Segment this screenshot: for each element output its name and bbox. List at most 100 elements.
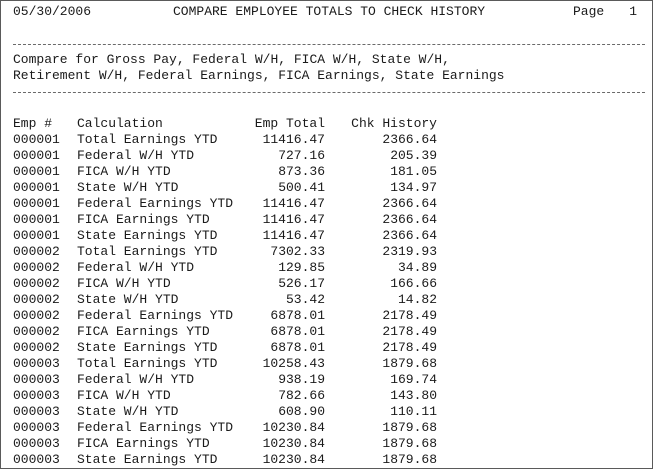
table-row: 000003 FICA Earnings YTD 10230.84 1879.68	[1, 436, 652, 452]
cell-calculation: Federal W/H YTD	[77, 372, 195, 387]
cell-chk-history: 2366.64	[382, 132, 437, 147]
cell-emp-total: 53.42	[285, 292, 325, 307]
cell-chk-history: 2178.49	[382, 308, 437, 323]
table-row: 000002 FICA W/H YTD 526.17 166.66	[1, 276, 652, 292]
cell-emp-total: 526.17	[278, 276, 325, 291]
cell-emp-number: 000002	[13, 292, 60, 307]
separator-top	[13, 44, 645, 45]
cell-calculation: Total Earnings YTD	[77, 132, 218, 147]
cell-calculation: FICA Earnings YTD	[77, 436, 210, 451]
report-header-line: 05/30/2006 COMPARE EMPLOYEE TOTALS TO CH…	[13, 4, 645, 20]
cell-emp-number: 000001	[13, 196, 60, 211]
cell-calculation: Total Earnings YTD	[77, 244, 218, 259]
cell-chk-history: 2366.64	[382, 212, 437, 227]
table-row: 000002 Federal W/H YTD 129.85 34.89	[1, 260, 652, 276]
cell-emp-total: 10230.84	[262, 420, 325, 435]
cell-emp-total: 608.90	[278, 404, 325, 419]
cell-emp-total: 10230.84	[262, 436, 325, 451]
cell-chk-history: 1879.68	[382, 356, 437, 371]
column-header-chk-history: Chk History	[351, 116, 437, 131]
cell-calculation: State W/H YTD	[77, 292, 179, 307]
cell-chk-history: 205.39	[390, 148, 437, 163]
cell-chk-history: 134.97	[390, 180, 437, 195]
cell-chk-history: 143.80	[390, 388, 437, 403]
cell-calculation: Federal W/H YTD	[77, 148, 195, 163]
cell-calculation: State Earnings YTD	[77, 340, 218, 355]
cell-calculation: State Earnings YTD	[77, 452, 218, 467]
cell-emp-total: 500.41	[278, 180, 325, 195]
column-header-emp: Emp #	[13, 116, 53, 131]
cell-chk-history: 1879.68	[382, 436, 437, 451]
table-row: 000001 FICA W/H YTD 873.36 181.05	[1, 164, 652, 180]
page-label: Page	[573, 4, 605, 19]
cell-calculation: Federal Earnings YTD	[77, 196, 234, 211]
cell-emp-total: 11416.47	[262, 228, 325, 243]
cell-emp-number: 000001	[13, 212, 60, 227]
cell-emp-total: 727.16	[278, 148, 325, 163]
cell-emp-number: 000002	[13, 340, 60, 355]
cell-emp-total: 6878.01	[270, 308, 325, 323]
cell-emp-number: 000003	[13, 452, 60, 467]
cell-emp-number: 000001	[13, 180, 60, 195]
report-description-line-1: Compare for Gross Pay, Federal W/H, FICA…	[13, 52, 450, 67]
cell-emp-total: 10258.43	[262, 356, 325, 371]
cell-calculation: FICA W/H YTD	[77, 388, 171, 403]
cell-emp-number: 000002	[13, 260, 60, 275]
cell-chk-history: 34.89	[397, 260, 437, 275]
table-row: 000003 FICA W/H YTD 782.66 143.80	[1, 388, 652, 404]
cell-emp-total: 7302.33	[270, 244, 325, 259]
cell-chk-history: 2366.64	[382, 228, 437, 243]
cell-emp-number: 000003	[13, 420, 60, 435]
table-row: 000002 Federal Earnings YTD 6878.01 2178.49	[1, 308, 652, 324]
cell-chk-history: 1879.68	[382, 452, 437, 467]
cell-emp-number: 000002	[13, 276, 60, 291]
cell-calculation: FICA W/H YTD	[77, 276, 171, 291]
cell-chk-history: 110.11	[390, 404, 437, 419]
table-row: 000002 State W/H YTD 53.42 14.82	[1, 292, 652, 308]
cell-emp-total: 782.66	[278, 388, 325, 403]
table-row: 000001 State W/H YTD 500.41 134.97	[1, 180, 652, 196]
cell-emp-total: 11416.47	[262, 212, 325, 227]
column-header-emp-total: Emp Total	[254, 116, 325, 131]
cell-emp-number: 000003	[13, 372, 60, 387]
cell-calculation: Federal Earnings YTD	[77, 420, 234, 435]
table-row: 000002 State Earnings YTD 6878.01 2178.49	[1, 340, 652, 356]
cell-emp-number: 000001	[13, 132, 60, 147]
cell-emp-total: 10230.84	[262, 452, 325, 467]
comparison-table-body: 000001 Total Earnings YTD 11416.47 2366.64 0…	[1, 132, 652, 468]
cell-emp-number: 000003	[13, 404, 60, 419]
cell-calculation: State W/H YTD	[77, 404, 179, 419]
report-description-line-2: Retirement W/H, Federal Earnings, FICA E…	[13, 68, 505, 83]
cell-chk-history: 14.82	[397, 292, 437, 307]
separator-bottom	[13, 92, 645, 93]
cell-chk-history: 2178.49	[382, 324, 437, 339]
cell-calculation: Federal W/H YTD	[77, 260, 195, 275]
table-row: 000003 Federal Earnings YTD 10230.84 1879.6…	[1, 420, 652, 436]
cell-emp-number: 000002	[13, 244, 60, 259]
cell-chk-history: 169.74	[390, 372, 437, 387]
cell-calculation: Federal Earnings YTD	[77, 308, 234, 323]
cell-emp-total: 873.36	[278, 164, 325, 179]
cell-emp-total: 6878.01	[270, 340, 325, 355]
table-row: 000001 Total Earnings YTD 11416.47 2366.64	[1, 132, 652, 148]
cell-emp-number: 000001	[13, 228, 60, 243]
cell-calculation: FICA Earnings YTD	[77, 324, 210, 339]
report-title: COMPARE EMPLOYEE TOTALS TO CHECK HISTORY	[173, 4, 486, 19]
cell-chk-history: 2178.49	[382, 340, 437, 355]
cell-chk-history: 1879.68	[382, 420, 437, 435]
table-row: 000001 Federal W/H YTD 727.16 205.39	[1, 148, 652, 164]
table-row: 000001 FICA Earnings YTD 11416.47 2366.64	[1, 212, 652, 228]
page-number: 1	[629, 4, 637, 19]
cell-emp-total: 129.85	[278, 260, 325, 275]
table-row: 000003 State W/H YTD 608.90 110.11	[1, 404, 652, 420]
table-row: 000002 Total Earnings YTD 7302.33 2319.93	[1, 244, 652, 260]
table-row: 000003 Total Earnings YTD 10258.43 1879.68	[1, 356, 652, 372]
cell-chk-history: 2366.64	[382, 196, 437, 211]
column-header-calculation: Calculation	[77, 116, 163, 131]
table-row: 000001 Federal Earnings YTD 11416.47 2366.6…	[1, 196, 652, 212]
cell-chk-history: 2319.93	[382, 244, 437, 259]
cell-emp-number: 000003	[13, 436, 60, 451]
table-row: 000003 Federal W/H YTD 938.19 169.74	[1, 372, 652, 388]
table-row: 000002 FICA Earnings YTD 6878.01 2178.49	[1, 324, 652, 340]
